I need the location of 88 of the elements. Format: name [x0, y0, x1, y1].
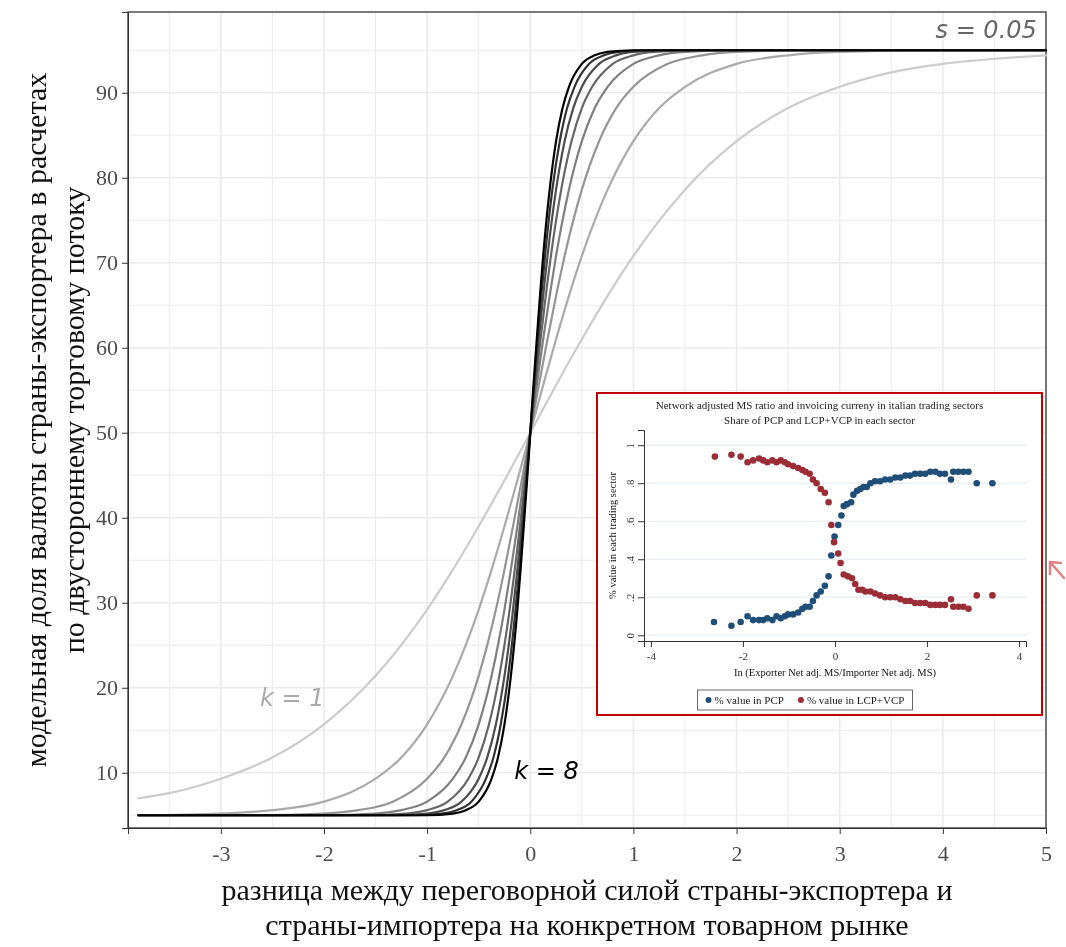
point — [809, 597, 817, 605]
x-tick-label: -2 — [315, 841, 334, 867]
legend-label: % value in LCP+VCP — [806, 694, 905, 706]
point — [813, 592, 820, 599]
x-tick-label: -4 — [646, 649, 657, 662]
point — [744, 613, 751, 620]
y-axis-title: % value in each trading sector — [607, 471, 618, 599]
point — [817, 485, 825, 493]
x-tick-label: 2 — [924, 649, 931, 662]
point — [821, 489, 829, 497]
point — [728, 622, 735, 630]
point — [828, 521, 835, 529]
y-tick-label: .6 — [624, 517, 636, 526]
point — [744, 459, 751, 466]
y-tick-label: .8 — [624, 479, 636, 488]
x-tick-label: 0 — [525, 841, 537, 867]
point — [737, 453, 744, 460]
point — [947, 595, 955, 603]
point — [847, 498, 855, 506]
point — [947, 476, 955, 483]
point — [837, 559, 844, 567]
chart-title: Network adjusted MS ratio and invoicing curreny in italian trading sectors — [655, 399, 984, 411]
point — [728, 451, 735, 458]
point — [813, 479, 820, 487]
point — [973, 479, 981, 487]
point — [710, 618, 718, 626]
y-tick-label: 70 — [96, 250, 118, 276]
point — [806, 470, 813, 477]
x-axis-title: разница между переговорной силой страны-экспортера и страны-импортера на конкретном товарном рынке — [221, 873, 953, 941]
y-tick-label: 80 — [96, 165, 118, 191]
point — [830, 538, 838, 546]
y-tick-label: 20 — [96, 675, 118, 701]
annotation: k = 1 — [260, 683, 325, 712]
point — [989, 592, 996, 599]
x-tick-label: 4 — [1016, 649, 1023, 662]
point — [769, 616, 776, 624]
chart-subtitle: Share of PCP and LCP+VCP in each sector — [724, 414, 916, 426]
point — [809, 476, 817, 483]
y-tick-label: 50 — [96, 420, 118, 446]
point — [965, 468, 972, 476]
point — [831, 533, 838, 540]
y-tick-label: 90 — [96, 80, 118, 106]
point — [989, 479, 996, 487]
point — [749, 616, 757, 624]
point — [737, 618, 744, 626]
point — [876, 592, 884, 599]
point — [825, 498, 832, 506]
x-axis-title: In (Exporter Net adj. MS/Importer Net adj. MS) — [733, 667, 937, 679]
legend-label: % value in PCP — [714, 694, 784, 706]
y-tick-label: 0 — [624, 632, 636, 639]
y-tick-label: 60 — [96, 335, 118, 361]
x-tick-label: -2 — [738, 649, 749, 662]
y-axis-title: модельная доля валюты страны-экспортера в расчетах по двустороннему торговому потоку — [19, 72, 90, 768]
point — [941, 470, 949, 477]
x-tick-label: 0 — [832, 649, 839, 662]
annotation: k = 8 — [514, 757, 579, 786]
point — [834, 550, 842, 557]
y-tick-label: 10 — [96, 760, 118, 786]
point — [749, 457, 757, 464]
y-tick-label: 30 — [96, 590, 118, 616]
point — [825, 573, 832, 580]
point — [973, 592, 981, 599]
x-tick-label: -1 — [418, 841, 437, 867]
annotation: s = 0.05 — [935, 16, 1037, 45]
y-tick-label: .2 — [624, 593, 636, 602]
x-tick-label: -3 — [212, 841, 231, 867]
point — [848, 574, 856, 582]
y-tick-label: .4 — [624, 555, 636, 564]
y-tick-label: 1 — [624, 442, 636, 449]
point — [871, 478, 879, 485]
point — [834, 521, 842, 529]
x-tick-label: 4 — [937, 841, 949, 867]
x-tick-label: 2 — [731, 841, 743, 867]
point — [965, 605, 972, 612]
point — [838, 512, 845, 519]
point — [941, 601, 949, 609]
x-tick-label: 3 — [834, 841, 846, 867]
point — [806, 603, 813, 611]
point — [906, 472, 914, 479]
point — [828, 552, 835, 559]
point — [876, 478, 884, 485]
point — [871, 590, 879, 597]
point — [817, 588, 825, 595]
point — [851, 580, 859, 588]
y-tick-label: 40 — [96, 505, 118, 531]
point — [821, 582, 829, 590]
point — [711, 453, 719, 460]
x-tick-label: 5 — [1041, 841, 1052, 867]
